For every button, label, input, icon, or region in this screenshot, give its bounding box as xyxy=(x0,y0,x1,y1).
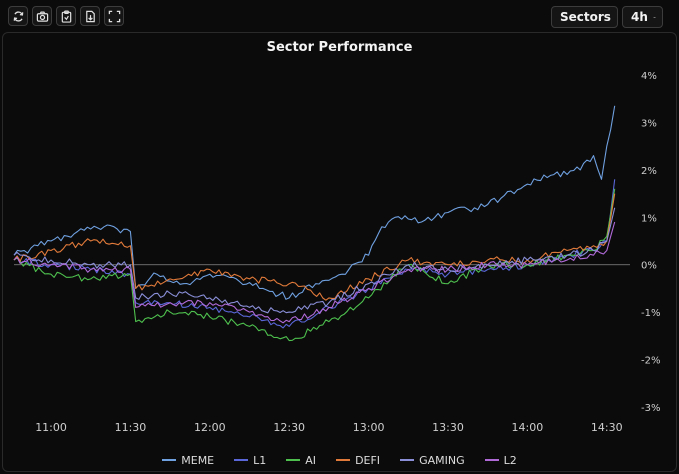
x-tick-label: 11:30 xyxy=(115,421,147,434)
legend-swatch xyxy=(400,459,415,461)
series-line-ai xyxy=(13,188,616,342)
legend-label: L2 xyxy=(503,453,517,467)
y-tick-label: 4% xyxy=(641,71,657,82)
legend-label: GAMING xyxy=(419,453,465,467)
y-tick-label: 1% xyxy=(641,213,657,224)
toolbar: Sectors 4h xyxy=(0,0,679,32)
legend-item-l1[interactable]: L1 xyxy=(234,454,266,467)
chevron-down-icon xyxy=(653,16,656,18)
y-tick-label: -3% xyxy=(641,403,660,414)
x-tick-label: 14:30 xyxy=(591,421,623,434)
series-line-meme xyxy=(13,105,616,300)
legend-label: L1 xyxy=(253,453,267,467)
camera-icon xyxy=(36,11,48,22)
fullscreen-icon xyxy=(108,10,120,22)
legend-label: MEME xyxy=(181,453,215,467)
y-tick-label: -1% xyxy=(641,308,660,319)
legend-item-l2[interactable]: L2 xyxy=(484,453,517,467)
sectors-dropdown[interactable]: Sectors xyxy=(551,6,618,28)
copy-button[interactable] xyxy=(56,6,76,26)
y-tick-label: -2% xyxy=(641,356,660,367)
series-line-l2 xyxy=(13,221,616,324)
x-tick-label: 12:00 xyxy=(194,421,226,434)
export-file-icon xyxy=(85,10,95,22)
x-tick-label: 13:30 xyxy=(432,421,464,434)
legend-swatch xyxy=(484,459,499,461)
chart-legend: MEME L1 AI DEFI GAMING L2 xyxy=(0,452,679,468)
legend-swatch xyxy=(286,459,301,461)
clipboard-icon xyxy=(61,10,71,23)
refresh-button[interactable] xyxy=(8,6,28,26)
x-tick-label: 11:00 xyxy=(35,421,67,434)
legend-swatch xyxy=(336,459,351,461)
legend-label: AI xyxy=(305,453,317,467)
y-tick-label: 0% xyxy=(641,261,657,272)
refresh-icon xyxy=(13,10,23,22)
y-tick-label: 2% xyxy=(641,166,657,177)
x-tick-label: 14:00 xyxy=(512,421,544,434)
legend-item-ai[interactable]: AI xyxy=(286,454,316,467)
fullscreen-button[interactable] xyxy=(104,6,124,26)
legend-swatch xyxy=(234,459,249,461)
legend-swatch xyxy=(162,459,177,461)
legend-label: DEFI xyxy=(355,453,381,467)
screenshot-button[interactable] xyxy=(32,6,52,26)
chart-title: Sector Performance xyxy=(266,40,413,55)
legend-item-defi[interactable]: DEFI xyxy=(336,454,380,467)
chart-panel xyxy=(2,32,677,472)
interval-dropdown[interactable]: 4h xyxy=(622,6,663,28)
legend-item-gaming[interactable]: GAMING xyxy=(400,454,465,467)
series-line-l1 xyxy=(13,179,616,329)
x-tick-label: 12:30 xyxy=(273,421,305,434)
legend-item-meme[interactable]: MEME xyxy=(162,454,214,467)
export-button[interactable] xyxy=(80,6,100,26)
series-line-gaming xyxy=(13,207,616,314)
sectors-dropdown-label: Sectors xyxy=(560,10,611,24)
y-tick-label: 3% xyxy=(641,118,657,129)
x-tick-label: 13:00 xyxy=(353,421,385,434)
interval-dropdown-label: 4h xyxy=(631,10,648,24)
series-line-defi xyxy=(13,193,616,301)
